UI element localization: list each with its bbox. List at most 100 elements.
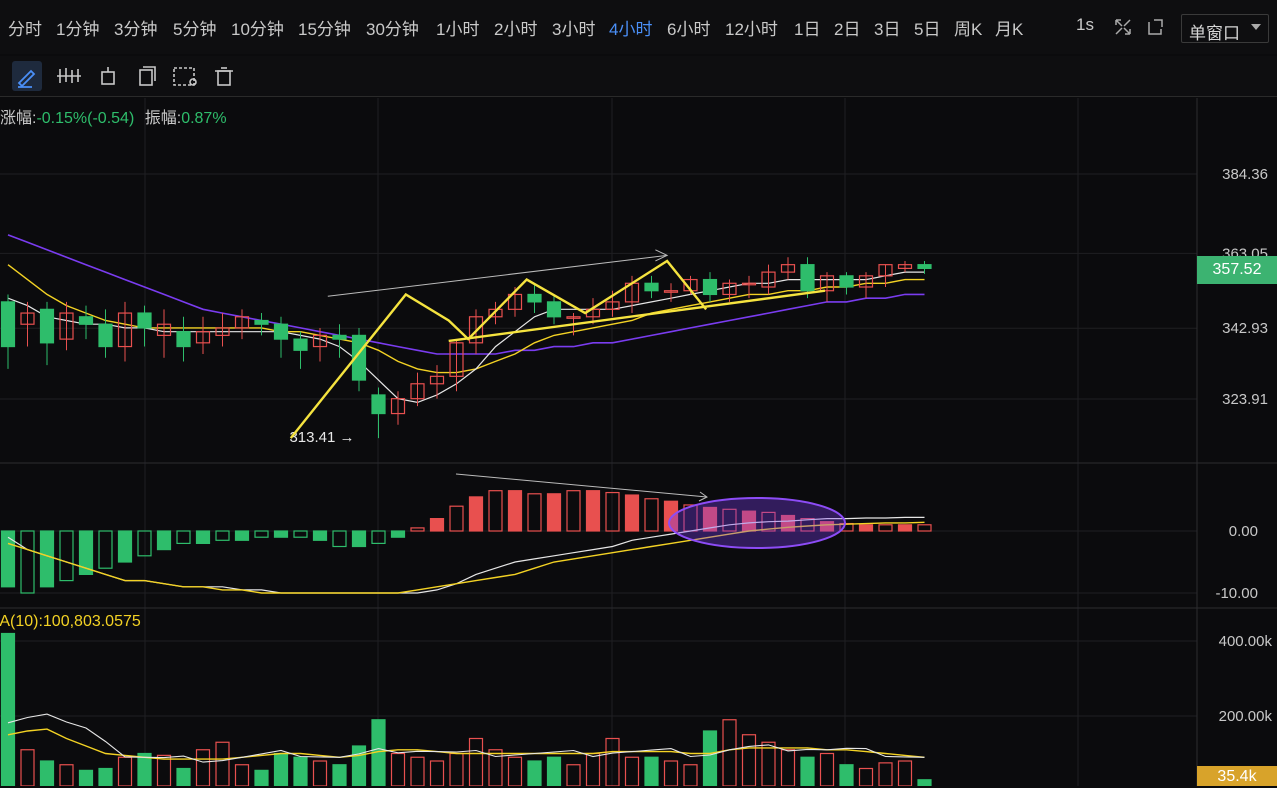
- volume-bar-18: [351, 745, 367, 786]
- volume-tick-1: 200.00k: [1219, 708, 1273, 725]
- macd-bar-7: [137, 530, 152, 557]
- volume-bar-45: [878, 762, 893, 786]
- macd-bar-17: [332, 530, 347, 548]
- volume-bar-6: [117, 756, 133, 786]
- candles-icon[interactable]: [53, 61, 83, 91]
- volume-bar-36: [702, 730, 718, 786]
- macd-bar-36: [702, 506, 718, 532]
- low-price-label: 313.41 →: [289, 429, 354, 446]
- candle-body-13: [254, 319, 269, 325]
- interval-16[interactable]: 5日: [914, 20, 941, 39]
- macd-bar-30: [585, 490, 601, 532]
- interval-4[interactable]: 10分钟: [231, 20, 284, 39]
- interval-15[interactable]: 3日: [874, 20, 901, 39]
- candle-body-27: [527, 293, 542, 303]
- chevron-down-icon: [1251, 24, 1261, 30]
- macd-bar-6: [117, 530, 133, 563]
- macd-bar-37: [722, 508, 737, 532]
- candle-body-33: [644, 282, 659, 292]
- macd-bar-31: [605, 491, 620, 532]
- volume-bar-31: [605, 737, 620, 786]
- expand-icon[interactable]: [1112, 16, 1134, 38]
- macd-bar-20: [390, 530, 406, 538]
- support-trendline: [448, 289, 826, 343]
- macd-bar-42: [819, 521, 835, 532]
- volume-bar-3: [59, 764, 74, 786]
- volume-bar-32: [624, 756, 640, 786]
- volume-bar-41: [800, 756, 815, 786]
- last-price-tag: 357.52: [1212, 261, 1262, 278]
- candle-body-7: [137, 312, 152, 329]
- macd-bar-3: [59, 530, 74, 582]
- volume-bar-24: [468, 737, 484, 786]
- candle-body-10: [195, 331, 211, 344]
- volume-bar-1: [20, 749, 35, 786]
- interval-11[interactable]: 6小时: [667, 20, 711, 39]
- volume-bar-9: [176, 767, 191, 786]
- interval-18[interactable]: 月K: [995, 20, 1024, 39]
- interval-13[interactable]: 1日: [794, 20, 821, 39]
- macd-bar-19: [371, 530, 386, 544]
- volume-bar-11: [215, 741, 230, 786]
- price-tick-0: 384.36: [1222, 166, 1268, 183]
- candle-body-0: [0, 301, 16, 348]
- highlight-ellipse: [668, 497, 846, 549]
- interval-2[interactable]: 3分钟: [114, 20, 158, 39]
- interval-14[interactable]: 2日: [834, 20, 861, 39]
- popout-icon[interactable]: [1144, 16, 1166, 38]
- bag-icon[interactable]: [93, 61, 123, 91]
- macd-bar-16: [312, 530, 328, 541]
- ma5-line: [7, 271, 925, 404]
- volume-ma10-line: [7, 728, 925, 760]
- settings-icon[interactable]: [170, 61, 200, 91]
- macd-bar-46: [897, 524, 913, 532]
- macd-bar-32: [624, 494, 640, 532]
- candle-body-11: [215, 327, 230, 336]
- macd-bar-10: [195, 530, 211, 544]
- candle-body-31: [605, 301, 620, 310]
- candle-body-3: [59, 312, 74, 340]
- macd-bar-41: [800, 517, 815, 532]
- copy-icon[interactable]: [131, 61, 161, 91]
- macd-divergence-line: [455, 473, 708, 498]
- candle-body-26: [507, 293, 523, 310]
- interval-3[interactable]: 5分钟: [173, 20, 217, 39]
- macd-bar-1: [20, 530, 35, 594]
- interval-12[interactable]: 12小时: [725, 20, 778, 39]
- candle-body-17: [332, 334, 347, 340]
- volume-bar-25: [488, 749, 503, 786]
- candle-body-42: [819, 275, 835, 292]
- pen-icon[interactable]: [12, 61, 42, 91]
- interval-6[interactable]: 30分钟: [366, 20, 419, 39]
- interval-8[interactable]: 2小时: [494, 20, 538, 39]
- refresh-rate[interactable]: 1s: [1076, 15, 1094, 34]
- interval-10[interactable]: 4小时: [609, 20, 653, 39]
- window-mode-select[interactable]: 单窗口: [1181, 14, 1269, 43]
- macd-bar-2: [39, 530, 55, 588]
- volume-bar-8: [156, 754, 172, 786]
- volume-bar-38: [741, 734, 757, 786]
- interval-17[interactable]: 周K: [954, 20, 983, 39]
- candle-body-43: [839, 275, 854, 288]
- resistance-arrow: [655, 249, 669, 262]
- interval-0[interactable]: 分时: [8, 20, 42, 39]
- macd-bar-9: [176, 530, 191, 544]
- interval-5[interactable]: 15分钟: [298, 20, 351, 39]
- volume-bar-39: [761, 741, 776, 786]
- macd-bar-8: [156, 530, 172, 551]
- interval-7[interactable]: 1小时: [436, 20, 480, 39]
- trash-icon[interactable]: [209, 61, 239, 91]
- volume-bar-14: [273, 752, 289, 786]
- volume-bar-7: [137, 752, 152, 786]
- interval-9[interactable]: 3小时: [552, 20, 596, 39]
- volume-bar-43: [839, 764, 854, 786]
- macd-bar-23: [449, 505, 464, 532]
- last-volume-bg: [1197, 766, 1277, 786]
- volume-tick-0: 400.00k: [1219, 633, 1273, 650]
- interval-1[interactable]: 1分钟: [56, 20, 100, 39]
- zigzag-annotation: [289, 259, 708, 439]
- macd-bar-28: [546, 493, 562, 532]
- macd-bar-15: [293, 530, 308, 538]
- macd-bar-4: [78, 530, 94, 576]
